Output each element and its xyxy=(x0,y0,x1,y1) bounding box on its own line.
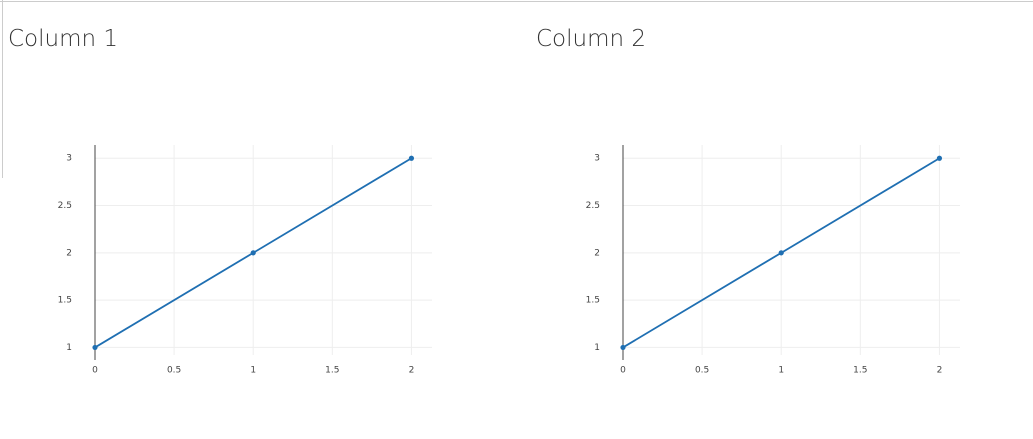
x-tick-label: 0 xyxy=(92,366,98,376)
y-tick-label: 1 xyxy=(66,343,72,353)
x-tick-label: 1 xyxy=(778,366,784,376)
y-tick-label: 2.5 xyxy=(58,201,72,211)
point xyxy=(620,344,626,351)
point xyxy=(408,155,415,161)
x-tick-label: 2 xyxy=(409,366,415,376)
y-tick-label: 1.5 xyxy=(586,296,600,306)
y-tick-label: 1.5 xyxy=(58,296,72,306)
y-tick-label: 3 xyxy=(594,154,600,164)
x-tick-label: 1.5 xyxy=(325,366,339,376)
y-tick-label: 1 xyxy=(594,343,600,353)
x-tick-label: 0.5 xyxy=(167,366,181,376)
x-tick-label: 1 xyxy=(250,366,256,376)
point xyxy=(92,344,98,351)
point xyxy=(778,250,784,256)
point xyxy=(250,250,256,256)
x-tick-label: 1.5 xyxy=(853,366,867,376)
x-tick-label: 0 xyxy=(620,366,626,376)
x-tick-label: 0.5 xyxy=(695,366,709,376)
column-title: Column 2 xyxy=(536,26,646,52)
y-tick-label: 2.5 xyxy=(586,201,600,211)
column-title: Column 1 xyxy=(8,26,118,52)
x-tick-label: 2 xyxy=(937,366,943,376)
y-tick-label: 3 xyxy=(66,154,72,164)
point xyxy=(936,155,943,161)
y-tick-label: 2 xyxy=(66,248,72,258)
y-tick-label: 2 xyxy=(594,248,600,258)
